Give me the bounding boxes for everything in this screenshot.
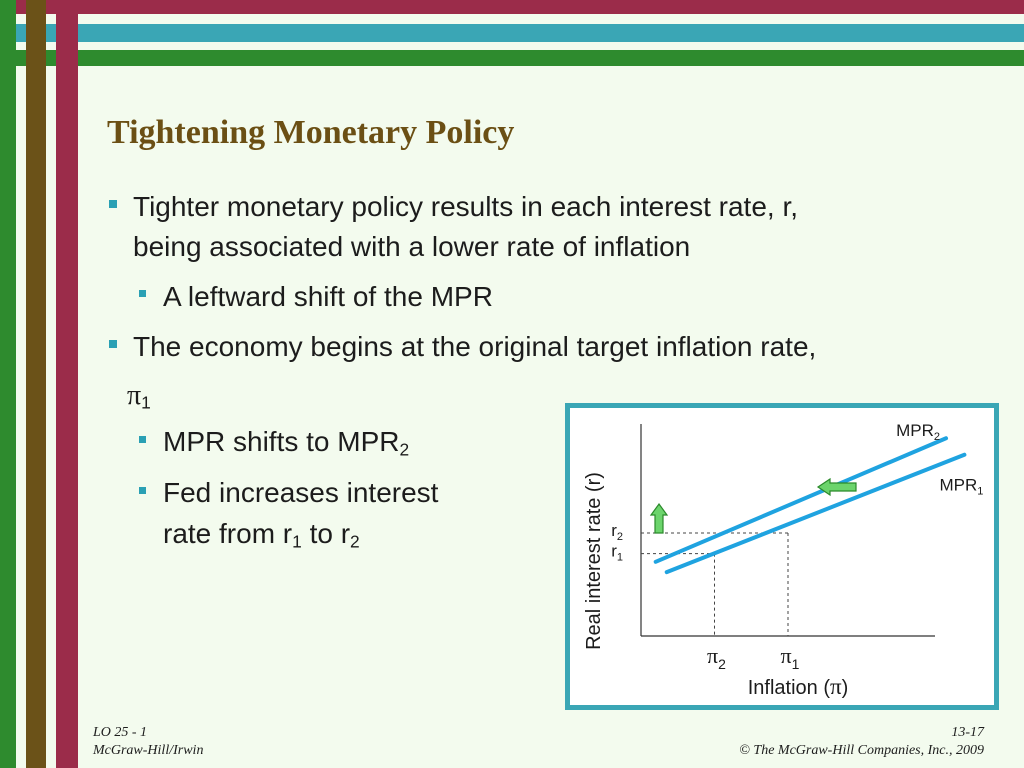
- y-tick-label-r-1: r1: [611, 542, 623, 564]
- x-axis-label: Inflation (π): [748, 674, 849, 699]
- slide-title: Tightening Monetary Policy: [107, 114, 515, 151]
- left-border-brown-bar: [26, 0, 46, 768]
- top-border-teal-bar: [0, 24, 1024, 42]
- top-border-red-bar: [0, 0, 1024, 14]
- x-tick-label-pi-2: π2: [707, 643, 726, 672]
- footer-publisher: McGraw-Hill/Irwin: [93, 743, 204, 758]
- bullet-marker: [109, 340, 117, 348]
- top-border-green-bar: [0, 50, 1024, 66]
- series-label-mpr-2: MPR2: [896, 421, 940, 443]
- mpr-subscript: 2: [399, 439, 410, 460]
- series-line-mpr-1: [664, 452, 967, 575]
- series-line-mpr-2: [653, 436, 949, 564]
- sub-bullet-fed-line-1: Fed increases interest: [163, 477, 439, 508]
- mpr-chart: MPR2 MPR1 r2 r1 π2 π1 Inflation (π) Real intere…: [565, 403, 999, 710]
- bullet-2-line-1: The economy begins at the original targe…: [133, 331, 817, 362]
- left-arrow-icon: [816, 477, 857, 497]
- y-tick-label-r-2: r2: [611, 521, 623, 543]
- up-arrow-icon: [649, 502, 669, 534]
- sub-bullet-marker: [139, 290, 146, 297]
- pi-subscript: 1: [141, 392, 151, 413]
- pi-symbol: π: [127, 380, 142, 411]
- bullet-2-line-2: π1: [127, 381, 151, 412]
- r-subscript-2: 2: [350, 531, 360, 552]
- x-tick-label-pi-1: π1: [781, 643, 800, 672]
- bullet-marker: [109, 200, 117, 208]
- sub-bullet-mpr-shift-text: MPR shifts to MPR: [163, 426, 400, 457]
- fed-text-a: rate from r: [163, 518, 293, 549]
- sub-bullet-fed-line-2: rate from r1 to r2: [163, 520, 360, 551]
- footer-lo: LO 25 - 1: [93, 725, 148, 740]
- left-border-red-bar: [56, 0, 78, 768]
- sub-bullet-leftward-shift: A leftward shift of the MPR: [163, 281, 493, 312]
- footer-copyright: © The McGraw-Hill Companies, Inc., 2009: [739, 743, 984, 758]
- fed-text-b: to r: [301, 518, 351, 549]
- sub-bullet-marker: [139, 436, 146, 443]
- sub-bullet-marker: [139, 487, 146, 494]
- sub-bullet-mpr-shift: MPR shifts to MPR2: [163, 428, 409, 459]
- left-border-green-bar: [0, 0, 16, 768]
- footer-page-number: 13-17: [951, 725, 984, 740]
- bullet-1-line-2: being associated with a lower rate of in…: [133, 231, 691, 262]
- series-label-mpr-1: MPR1: [939, 476, 983, 498]
- y-axis-label: Real interest rate (r): [583, 472, 605, 650]
- bullet-1-line-1: Tighter monetary policy results in each …: [133, 191, 799, 222]
- r-subscript-1: 1: [292, 531, 302, 552]
